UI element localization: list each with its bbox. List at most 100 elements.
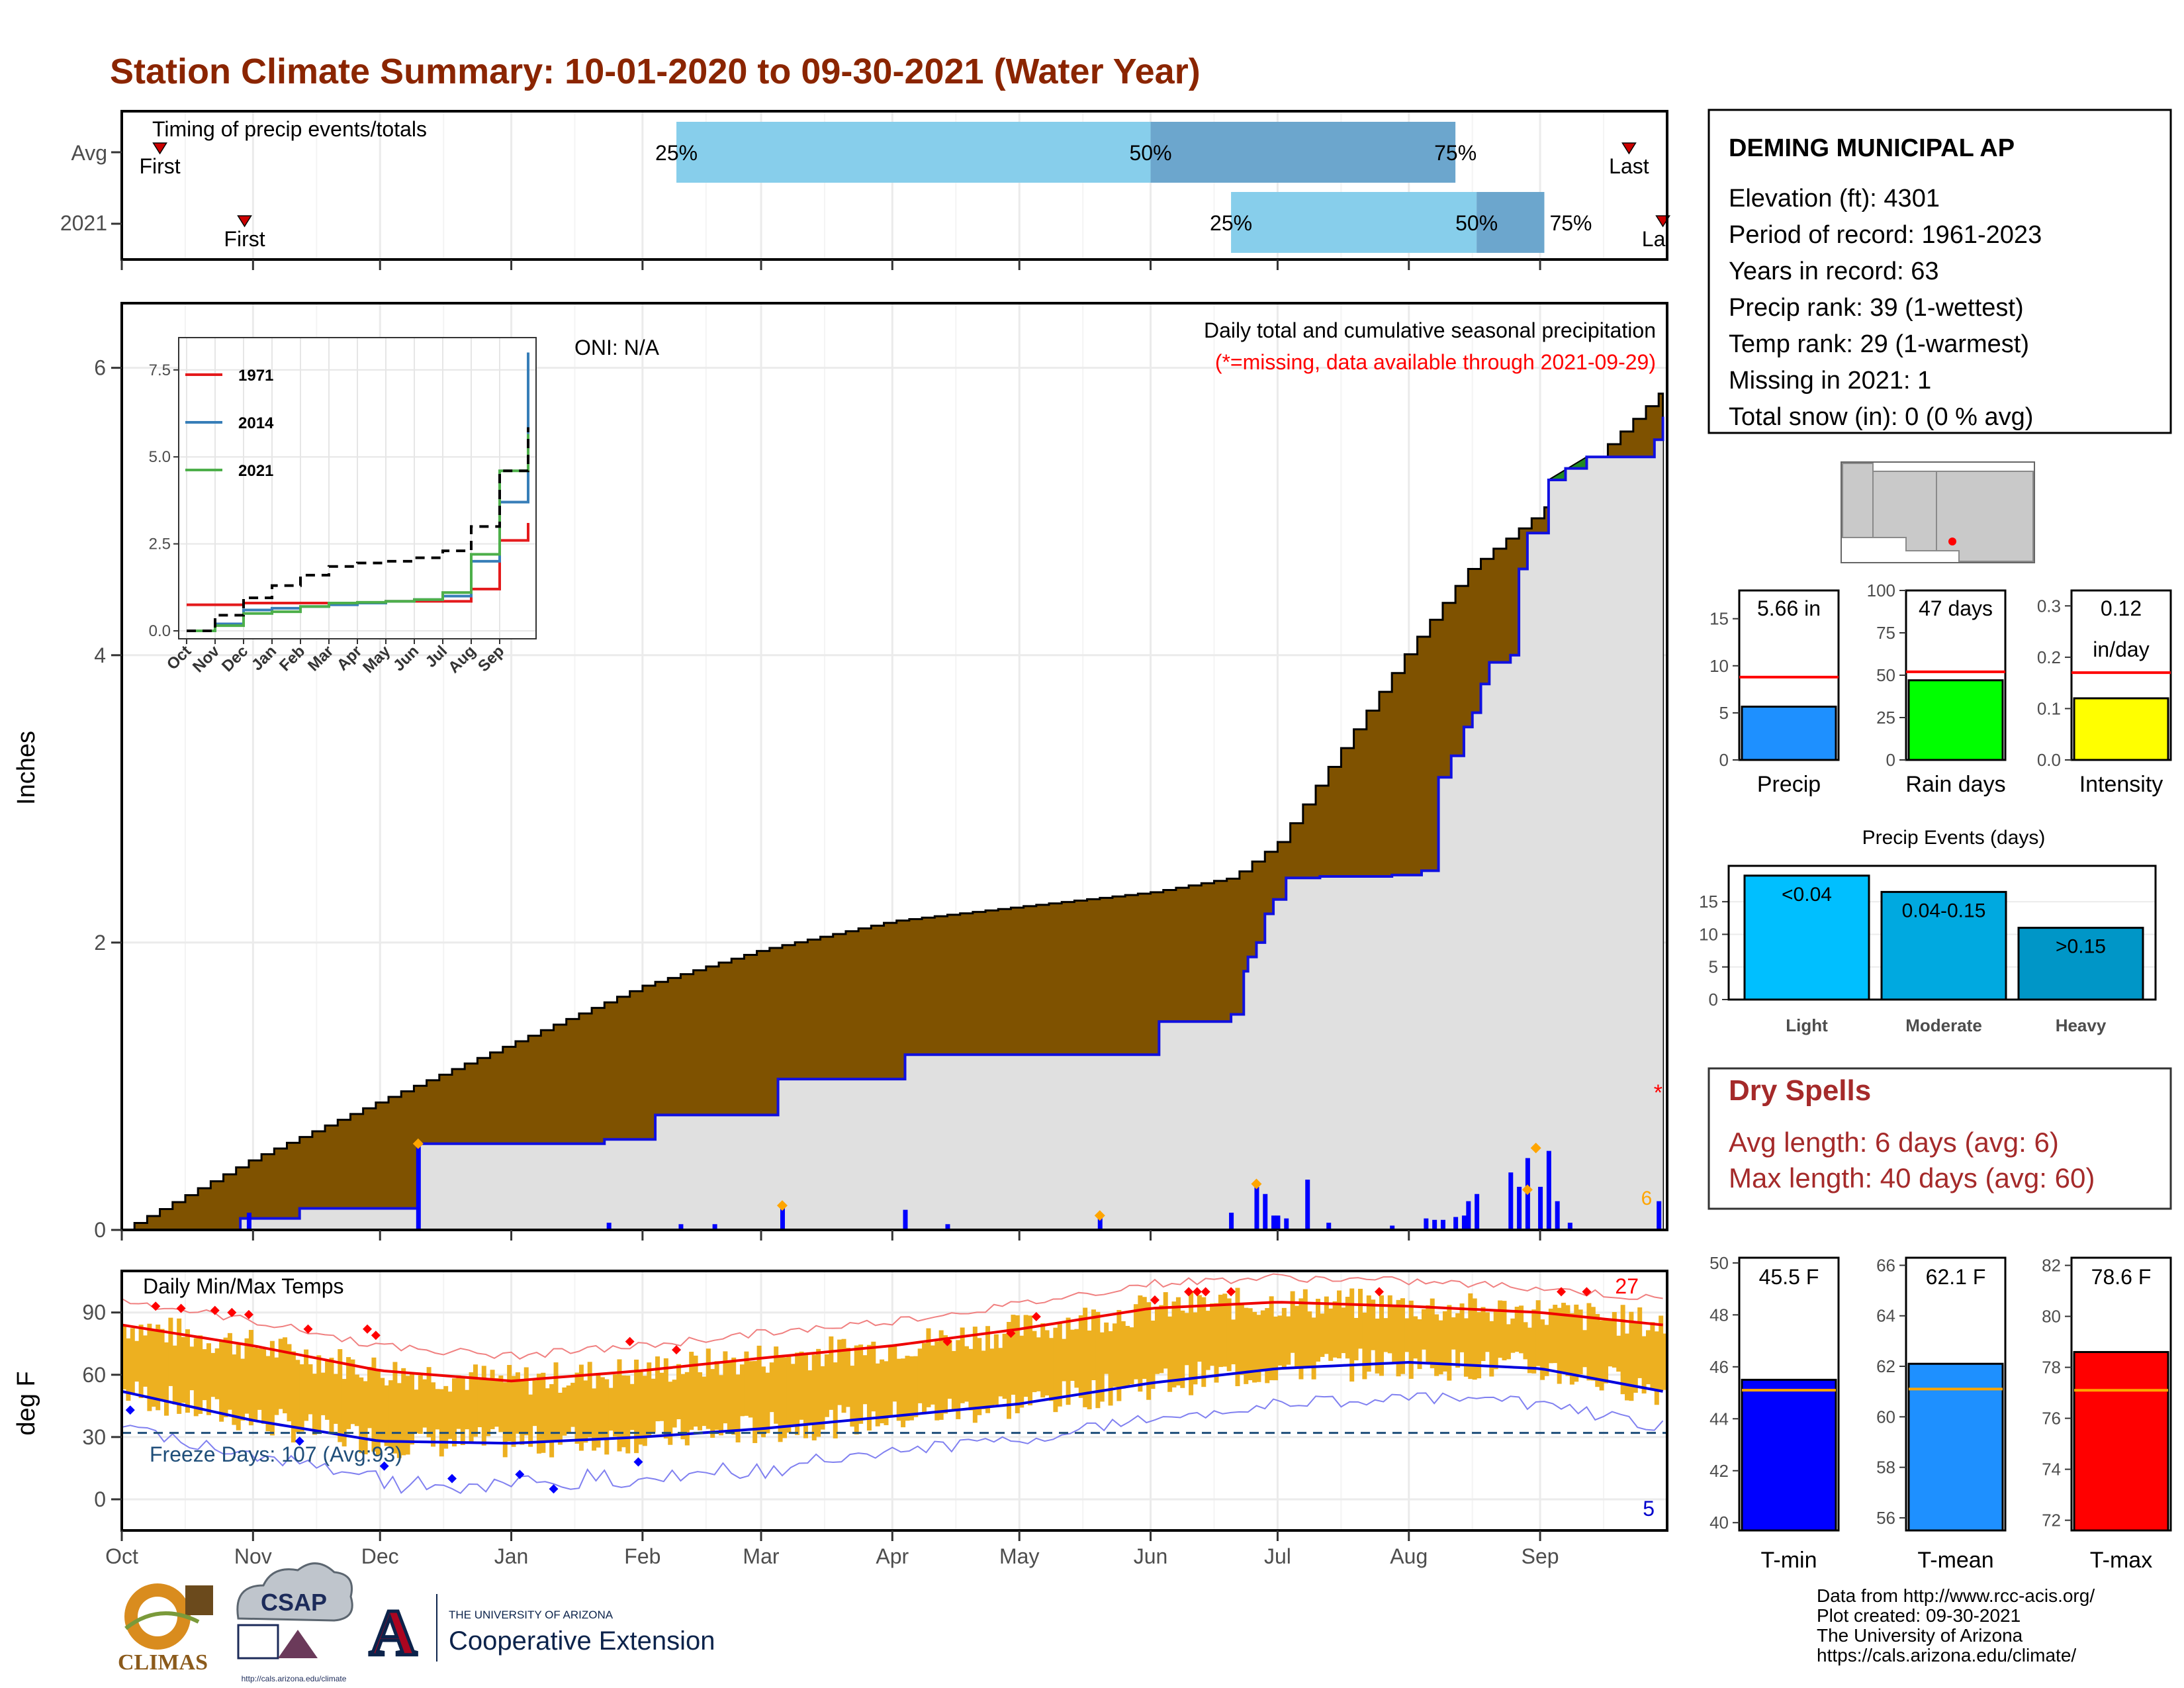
daily-temp-bar [422,1379,428,1428]
daily-temp-bar [1057,1322,1062,1407]
daily-temp-bar [177,1318,182,1414]
daily-temp-bar [765,1372,770,1434]
inset-legend: 1971 2014 2021 [185,367,274,480]
record-high-marker-icon [151,1301,161,1311]
temp-summary-value: 62.1 F [1926,1265,1986,1289]
mini-bar-charts: 0 5 10 15 5.66 in Precip 0 25 50 75 100 47 days Rain… [1709,581,2172,797]
first-label: First [224,227,265,251]
daily-temp-bar [1295,1305,1300,1368]
precip-marks [122,393,1664,1231]
mini-category-label: Intensity [2079,772,2163,797]
daily-temp-bar [1493,1309,1498,1370]
month-tick-label: Sep [1522,1544,1559,1568]
daily-precip-bar [1517,1186,1522,1230]
daily-temp-bar [443,1385,449,1449]
daily-temp-bar [596,1374,601,1448]
daily-temp-bar [1353,1317,1359,1361]
events-category-label: Light [1786,1015,1828,1035]
daily-precip-bar [1453,1217,1459,1230]
obs-cumulative-line [122,416,1664,1231]
daily-temp-bar [541,1372,546,1453]
daily-temp-bar [752,1361,758,1443]
obs-cumulative-area [122,416,1663,1230]
daily-temp-bar [159,1329,165,1401]
daily-temp-bar [1548,1308,1553,1364]
month-tick-label: Mar [743,1544,779,1568]
dry-spells-title: Dry Spells [1729,1074,1871,1107]
last-label: La [1642,227,1666,251]
daily-temp-bar [1273,1316,1279,1381]
daily-temp-bar [790,1364,796,1425]
record-high-marker-icon [1374,1287,1384,1297]
dry-spells-avg: Avg length: 6 days (avg: 6) [1729,1127,2059,1158]
events-y-tick-label: 10 [1699,924,1718,944]
daily-precip-bar [1305,1180,1310,1230]
daily-temp-bar [151,1329,156,1407]
dry-spells-max: Max length: 40 days (avg: 60) [1729,1162,2095,1194]
daily-temp-bar [1235,1288,1240,1387]
daily-temp-bar [1417,1319,1422,1370]
daily-temp-bar [371,1357,377,1452]
inset-legend-label: 1971 [238,367,273,385]
events-category-label: Moderate [1905,1015,1982,1035]
daily-temp-bar [833,1362,838,1438]
daily-temp-bar [760,1366,766,1438]
daily-temp-bar [608,1387,614,1431]
daily-temp-bar [896,1358,901,1421]
daily-temp-bar [938,1330,944,1420]
timing-frame [120,110,1668,261]
record-min-line [121,1392,1664,1494]
count-label: 6 [1641,1188,1653,1209]
record-high-marker-icon [1192,1287,1202,1297]
daily-temp-bar [693,1355,698,1427]
daily-temp-bar [283,1337,288,1414]
daily-temp-bar [1015,1315,1020,1413]
daily-temp-bar [248,1330,253,1426]
daily-temp-bar [1654,1331,1659,1405]
daily-temp-bar [638,1370,643,1445]
daily-temp-bar [786,1356,792,1433]
daily-temp-bar [439,1389,444,1457]
daily-temp-bar [1480,1307,1486,1362]
daily-temp-bar [320,1372,326,1415]
daily-precip-bar [1275,1215,1281,1230]
dry-spells-frame [1707,1067,2172,1210]
daily-temp-bar [1252,1311,1257,1383]
missing-star: * [1654,1080,1662,1105]
daily-temp-bar [1007,1321,1012,1419]
daily-temp-bar [295,1360,300,1432]
daily-temp-bar [621,1375,626,1448]
daily-temp-bar [257,1348,262,1410]
daily-temp-bar [1205,1311,1210,1370]
mini-y-tick-label: 0.0 [2037,750,2061,770]
temp-summary-y-tick-label: 56 [1876,1508,1895,1528]
mini-y-tick-label: 25 [1876,708,1895,727]
daily-temp-bar [1620,1305,1625,1395]
daily-temp-bar [490,1370,495,1429]
temp-summary-y-tick-label: 82 [2042,1256,2061,1276]
daily-temp-bar [1641,1336,1647,1394]
daily-temp-bar [269,1340,275,1436]
record-low-marker-icon [633,1457,643,1467]
daily-temp-bar [592,1388,597,1451]
daily-precip-bar [1326,1223,1332,1230]
daily-temp-bar [807,1370,813,1425]
hot-days-count: 27 [1615,1274,1639,1298]
mini-y-tick-label: 0.3 [2037,596,2061,616]
daily-temp-bar [866,1344,872,1431]
inset-lines [187,352,529,632]
daily-temp-bar [1040,1323,1046,1398]
daily-temp-bar [520,1380,525,1445]
daily-temp-bar [926,1328,931,1407]
timing-pct-label: 25% [1210,211,1252,235]
timing-bar-50-75 [1150,122,1456,183]
daily-temp-bar [1062,1338,1067,1382]
temp-summary-y-tick-label: 40 [1709,1513,1729,1532]
record-high-marker-icon [176,1303,186,1313]
month-tick-label: May [999,1544,1039,1568]
daily-temp-bar [232,1354,237,1425]
daily-temp-bar [1472,1298,1477,1380]
daily-temp-bar [705,1348,711,1429]
events-frame [1727,865,2157,1001]
record-precip-diamond-icon [776,1200,788,1211]
